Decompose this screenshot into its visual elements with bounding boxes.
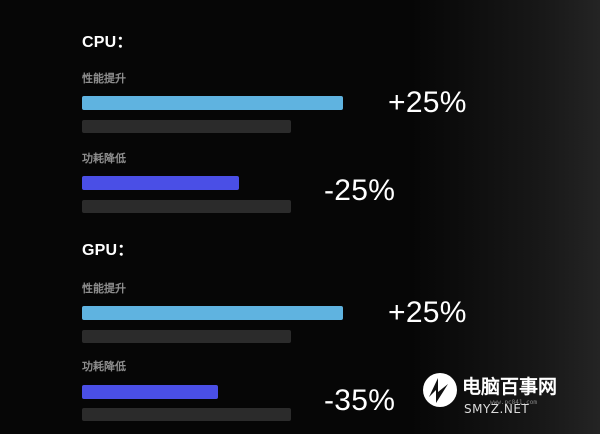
cpu-power-value: -25% bbox=[324, 174, 396, 207]
gpu-power-value: -35% bbox=[324, 384, 396, 417]
cpu-section-title: CPU： bbox=[82, 34, 133, 51]
background-gradient bbox=[410, 0, 600, 434]
gpu-performance-label: 性能提升 bbox=[82, 282, 126, 295]
cpu-power-bar bbox=[82, 176, 239, 190]
cpu-performance-label: 性能提升 bbox=[82, 72, 126, 85]
cpu-performance-value: +25% bbox=[388, 86, 467, 119]
gpu-power-baseline-bar bbox=[82, 408, 291, 421]
cpu-power-label: 功耗降低 bbox=[82, 152, 126, 165]
gpu-performance-value: +25% bbox=[388, 296, 467, 329]
watermark-title: 电脑百事网 bbox=[462, 376, 558, 398]
cpu-performance-bar bbox=[82, 96, 343, 110]
watermark-subtitle: SMYZ.NET bbox=[464, 402, 530, 416]
cpu-performance-baseline-bar bbox=[82, 120, 291, 133]
gpu-section-title: GPU： bbox=[82, 242, 134, 259]
cpu-power-baseline-bar bbox=[82, 200, 291, 213]
gpu-power-bar bbox=[82, 385, 218, 399]
watermark-logo-icon bbox=[423, 373, 457, 407]
watermark: 电脑百事网 www.pc841.com SMYZ.NET bbox=[420, 364, 598, 424]
gpu-performance-bar bbox=[82, 306, 343, 320]
gpu-power-label: 功耗降低 bbox=[82, 360, 126, 373]
watermark-url: www.pc841.com bbox=[490, 399, 537, 406]
gpu-performance-baseline-bar bbox=[82, 330, 291, 343]
